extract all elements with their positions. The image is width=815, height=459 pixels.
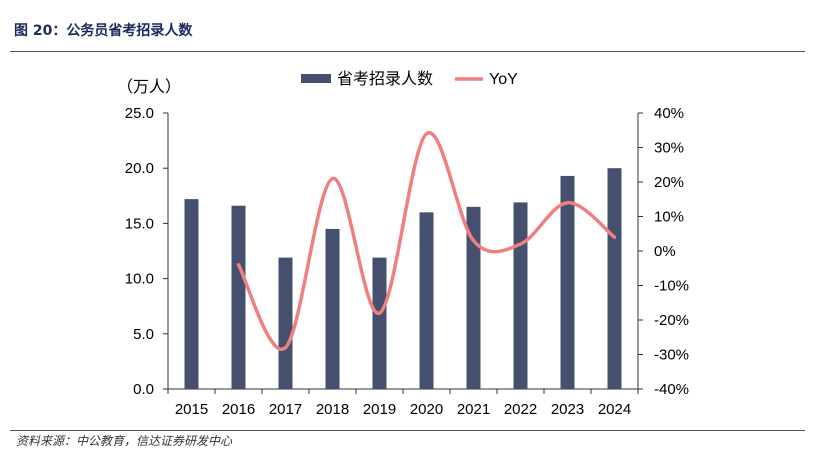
left-tick-label: 20.0 <box>125 160 154 177</box>
bar <box>184 199 199 389</box>
right-tick-label: 30% <box>654 140 684 157</box>
x-tick-label: 2017 <box>269 401 302 418</box>
bar <box>466 206 481 389</box>
bar <box>607 168 622 389</box>
left-tick-label: 0.0 <box>133 381 154 398</box>
bar <box>278 257 293 389</box>
legend-label-bar: 省考招录人数 <box>337 70 433 88</box>
x-tick-label: 2023 <box>551 401 584 418</box>
source-note: 资料来源：中公教育，信达证券研发中心 <box>16 434 233 448</box>
bottom-divider <box>10 430 805 431</box>
bar <box>513 202 528 389</box>
right-tick-label: -40% <box>654 381 689 398</box>
chart: 0.0 5.0 10.0 15.0 20.0 25.0 -40% -30% -20% -10% 0%… <box>117 70 689 418</box>
x-tick-label: 2019 <box>363 401 396 418</box>
bar <box>325 228 340 389</box>
x-tick-label: 2016 <box>222 401 255 418</box>
right-tick-label: -10% <box>654 278 689 295</box>
x-tick-label: 2022 <box>504 401 537 418</box>
left-tick-label: 10.0 <box>125 271 154 288</box>
right-tick-label: 40% <box>654 105 684 122</box>
bar <box>560 175 575 389</box>
x-tick-label: 2020 <box>410 401 443 418</box>
right-tick-label: 20% <box>654 174 684 191</box>
legend-swatch-bar <box>301 74 331 83</box>
left-tick-label: 25.0 <box>125 105 154 122</box>
x-tick-label: 2015 <box>175 401 208 418</box>
bar <box>419 212 434 389</box>
top-divider <box>10 51 805 52</box>
yoy-line <box>236 131 617 352</box>
bar <box>372 257 387 389</box>
left-tick-label: 15.0 <box>125 215 154 232</box>
legend-label-line: YoY <box>489 71 518 88</box>
right-tick-label: 10% <box>654 209 684 226</box>
x-tick-label: 2018 <box>316 401 349 418</box>
x-tick-label: 2021 <box>457 401 490 418</box>
right-tick-label: 0% <box>654 243 676 260</box>
bar <box>231 205 246 389</box>
x-tick-label: 2024 <box>598 401 631 418</box>
left-tick-label: 5.0 <box>133 326 154 343</box>
y-unit-label: （万人） <box>117 78 181 96</box>
right-tick-label: -20% <box>654 312 689 329</box>
right-tick-label: -30% <box>654 347 689 364</box>
figure-title: 图 20：公务员省考招录人数 <box>14 23 193 39</box>
